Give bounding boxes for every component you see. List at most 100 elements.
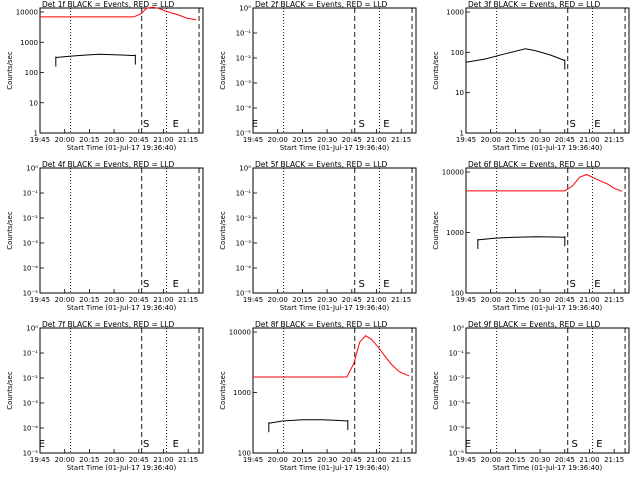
y-tick-label: 10 (455, 89, 464, 97)
x-tick-label: 21:15 (178, 456, 198, 464)
x-tick-label: 21:00 (153, 296, 173, 304)
y-tick-label: 10⁰ (452, 325, 464, 333)
y-tick-label: 10⁻³ (23, 240, 39, 248)
y-tick-label: 10000 (229, 329, 251, 337)
x-tick-label: 21:00 (153, 136, 173, 144)
x-axis-label: Start Time (01-Jul-17 19:36:40) (280, 144, 390, 152)
x-axis-label: Start Time (01-Jul-17 19:36:40) (493, 144, 603, 152)
x-tick-label: 21:15 (604, 136, 624, 144)
x-tick-label: 19:45 (243, 296, 263, 304)
y-axis-label: Counts/sec (219, 371, 227, 410)
plot-frame (252, 327, 417, 454)
lld-series (253, 335, 410, 378)
x-tick-label: 21:15 (391, 296, 411, 304)
plot-frame (252, 7, 417, 134)
y-tick-label: 10⁻⁴ (236, 265, 252, 273)
x-tick-label: 21:00 (579, 296, 599, 304)
x-tick-label: 20:15 (79, 136, 99, 144)
marker-e: E (596, 439, 602, 450)
marker-e: E (383, 279, 389, 290)
x-tick-label: 20:15 (292, 136, 312, 144)
events-series (477, 236, 565, 241)
panel-title: Det 3f BLACK = Events, RED = LLD (468, 0, 601, 9)
y-tick-label: 10⁰ (239, 5, 251, 13)
marker-s: S (571, 439, 577, 450)
y-tick-label: 10⁻³ (449, 400, 465, 408)
y-tick-label: 10000 (442, 169, 464, 177)
panel-title: Det 7f BLACK = Events, RED = LLD (42, 320, 175, 329)
events-series (465, 48, 565, 63)
x-tick-label: 20:45 (129, 456, 149, 464)
marker-e: E (252, 119, 258, 130)
x-tick-label: 20:00 (481, 136, 501, 144)
y-tick-label: 10⁻⁵ (236, 130, 252, 138)
x-tick-label: 20:30 (317, 136, 337, 144)
x-axis-label: Start Time (01-Jul-17 19:36:40) (67, 464, 177, 472)
y-axis-label: Counts/sec (219, 51, 227, 90)
y-tick-label: 100 (451, 290, 464, 298)
x-tick-label: 21:00 (366, 136, 386, 144)
y-tick-label: 10⁻² (236, 215, 252, 223)
y-tick-label: 10⁻⁴ (236, 105, 252, 113)
x-tick-label: 20:30 (104, 296, 124, 304)
x-tick-label: 20:15 (505, 136, 525, 144)
x-tick-label: 19:45 (30, 296, 50, 304)
x-tick-label: 21:15 (391, 136, 411, 144)
x-tick-label: 21:15 (604, 456, 624, 464)
marker-s: S (570, 119, 576, 130)
panel-4f: Det 4f BLACK = Events, RED = LLD 19:45 20:… (6, 160, 204, 312)
y-tick-label: 10⁻⁵ (236, 290, 252, 298)
marker-e: E (39, 439, 45, 450)
x-tick-label: 20:00 (268, 296, 288, 304)
x-tick-label: 20:15 (505, 456, 525, 464)
marker-s: S (143, 279, 149, 290)
x-tick-label: 20:00 (55, 296, 75, 304)
marker-e: E (173, 119, 179, 130)
panel-title: Det 1f BLACK = Events, RED = LLD (42, 0, 175, 9)
x-axis-label: Start Time (01-Jul-17 19:36:40) (280, 304, 390, 312)
panel-1f: Det 1f BLACK = Events, RED = LLD 19:45 20:… (6, 0, 204, 152)
y-tick-label: 10⁻¹ (23, 350, 39, 358)
y-tick-label: 10000 (16, 9, 38, 17)
plot-frame (465, 7, 630, 134)
x-tick-label: 20:30 (104, 136, 124, 144)
x-tick-label: 20:45 (342, 296, 362, 304)
x-tick-label: 21:15 (604, 296, 624, 304)
x-tick-label: 21:00 (153, 456, 173, 464)
x-tick-label: 20:15 (292, 456, 312, 464)
panel-title: Det 6f BLACK = Events, RED = LLD (468, 160, 601, 169)
x-tick-label: 19:45 (243, 136, 263, 144)
x-tick-label: 21:00 (579, 136, 599, 144)
y-tick-label: 10⁻¹ (23, 190, 39, 198)
y-tick-label: 10⁻² (23, 375, 39, 383)
y-tick-label: 10⁻² (236, 55, 252, 63)
x-tick-label: 20:30 (530, 456, 550, 464)
y-axis-label: Counts/sec (432, 371, 440, 410)
x-tick-label: 21:00 (579, 456, 599, 464)
x-axis-label: Start Time (01-Jul-17 19:36:40) (67, 304, 177, 312)
y-tick-label: 100 (25, 69, 38, 77)
panel-6f: Det 6f BLACK = Events, RED = LLD 19:45 20:… (432, 160, 630, 312)
marker-s: S (143, 439, 149, 450)
y-tick-label: 10⁻⁵ (23, 450, 39, 458)
panel-title: Det 4f BLACK = Events, RED = LLD (42, 160, 175, 169)
x-tick-label: 19:45 (30, 456, 50, 464)
marker-e: E (173, 279, 179, 290)
x-axis-label: Start Time (01-Jul-17 19:36:40) (280, 464, 390, 472)
x-tick-label: 19:45 (30, 136, 50, 144)
x-tick-label: 20:15 (79, 456, 99, 464)
x-tick-label: 21:00 (366, 296, 386, 304)
y-tick-label: 10⁰ (239, 165, 251, 173)
x-tick-label: 21:15 (391, 456, 411, 464)
x-tick-label: 20:00 (481, 296, 501, 304)
panel-title: Det 8f BLACK = Events, RED = LLD (255, 320, 388, 329)
x-tick-label: 20:30 (530, 296, 550, 304)
y-tick-label: 1 (460, 130, 464, 138)
y-tick-label: 10⁻⁴ (449, 425, 465, 433)
x-tick-label: 21:00 (366, 456, 386, 464)
x-tick-label: 20:45 (129, 136, 149, 144)
x-tick-label: 19:45 (456, 296, 476, 304)
y-tick-label: 1 (34, 130, 38, 138)
lld-series (40, 6, 197, 21)
y-tick-label: 1000 (446, 229, 464, 237)
